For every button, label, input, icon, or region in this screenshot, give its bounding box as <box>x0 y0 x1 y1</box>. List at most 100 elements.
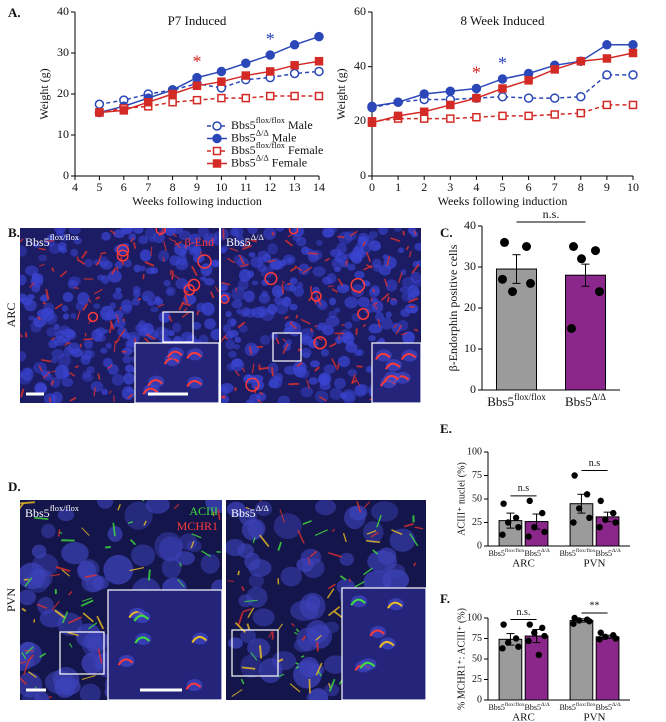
nucleus <box>181 331 195 342</box>
nucleus <box>186 540 202 553</box>
fiber <box>163 240 167 252</box>
fiber <box>271 231 275 236</box>
fiber <box>295 314 299 319</box>
nucleus <box>24 367 33 376</box>
fiber <box>307 296 313 302</box>
superscript: Δ/Δ <box>256 154 270 163</box>
fiber <box>348 578 352 582</box>
legend-label: Bbs5flox/flox Female <box>231 141 323 156</box>
fiber <box>386 255 391 267</box>
fiber <box>199 251 203 255</box>
group-label: PVN <box>583 712 605 722</box>
fiber <box>147 569 151 581</box>
nucleus <box>248 251 256 258</box>
nucleus <box>132 289 141 298</box>
superscript: flox/flox <box>256 141 286 150</box>
nucleus <box>251 380 265 391</box>
nucleus <box>112 291 123 300</box>
fiber <box>307 556 311 565</box>
fiber <box>365 252 371 263</box>
nucleus <box>243 290 255 303</box>
inset-fiber <box>400 353 417 361</box>
marker <box>265 50 275 60</box>
stain-label: MCHR1 <box>177 519 218 533</box>
fiber <box>328 583 336 590</box>
nucleus <box>347 263 356 271</box>
fiber <box>33 619 36 623</box>
fiber <box>355 328 358 336</box>
nucleus <box>293 638 312 653</box>
nucleus <box>391 322 402 333</box>
nucleus <box>314 500 337 516</box>
nucleus <box>328 297 337 306</box>
nucleus <box>328 310 337 319</box>
nucleus <box>61 377 74 387</box>
text-part: Bbs5 <box>231 130 256 144</box>
fiber <box>117 503 121 511</box>
cell-body <box>116 244 130 257</box>
fiber <box>270 366 274 377</box>
nucleus <box>128 233 137 242</box>
nucleus <box>222 324 232 333</box>
fiber <box>162 257 165 262</box>
x-tick-label: Bbs5Δ/Δ <box>525 702 551 712</box>
marker <box>472 112 481 122</box>
nucleus <box>61 541 89 565</box>
fiber <box>383 278 388 287</box>
fiber <box>403 522 414 528</box>
nucleus <box>73 237 82 245</box>
inset-nucleus <box>148 375 165 388</box>
nucleus <box>312 266 326 277</box>
data-point <box>570 519 577 526</box>
text-part: Bbs5 <box>559 549 575 558</box>
nucleus <box>90 381 104 392</box>
fiber <box>191 533 202 539</box>
nucleus <box>200 553 220 574</box>
data-point <box>526 621 533 628</box>
nucleus <box>322 228 335 238</box>
nucleus <box>101 388 109 396</box>
legend-label: Bbs5Δ/Δ Female <box>231 154 307 169</box>
nucleus <box>161 557 182 579</box>
inset <box>107 589 222 700</box>
inset-nucleus <box>375 349 392 362</box>
cell-body <box>350 277 366 293</box>
fiber <box>116 313 120 324</box>
x-tick-label: 5 <box>500 180 506 194</box>
x-tick-label: 13 <box>289 180 301 194</box>
marker <box>419 107 429 117</box>
fiber <box>237 321 246 329</box>
cell-body <box>357 307 370 320</box>
fiber <box>97 373 101 380</box>
nucleus <box>121 304 132 315</box>
inset-fiber <box>142 387 159 395</box>
fiber <box>20 388 25 398</box>
nucleus <box>61 305 69 312</box>
fiber <box>281 280 285 284</box>
nucleus <box>171 228 184 235</box>
x-tick-label: Bbs5flox/flox <box>559 701 595 712</box>
nucleus <box>300 386 314 398</box>
marker <box>497 91 508 102</box>
data-point <box>531 524 538 531</box>
fiber <box>51 370 56 373</box>
fiber <box>54 303 63 310</box>
data-point <box>586 514 593 521</box>
y-tick-label: 25 <box>472 674 482 685</box>
nucleus <box>354 384 367 397</box>
fiber <box>88 298 92 304</box>
marker <box>241 71 251 80</box>
annotation: * <box>193 52 202 72</box>
nucleus <box>141 290 155 302</box>
series-line <box>371 104 633 123</box>
fiber <box>331 288 338 293</box>
marker <box>168 89 177 99</box>
data-point <box>499 237 509 247</box>
fiber <box>314 529 328 537</box>
fiber <box>39 263 45 267</box>
x-axis-label: Weeks following induction <box>132 194 262 208</box>
fiber <box>143 337 150 343</box>
fiber <box>157 303 165 308</box>
fiber <box>68 643 73 648</box>
fiber <box>134 338 137 343</box>
